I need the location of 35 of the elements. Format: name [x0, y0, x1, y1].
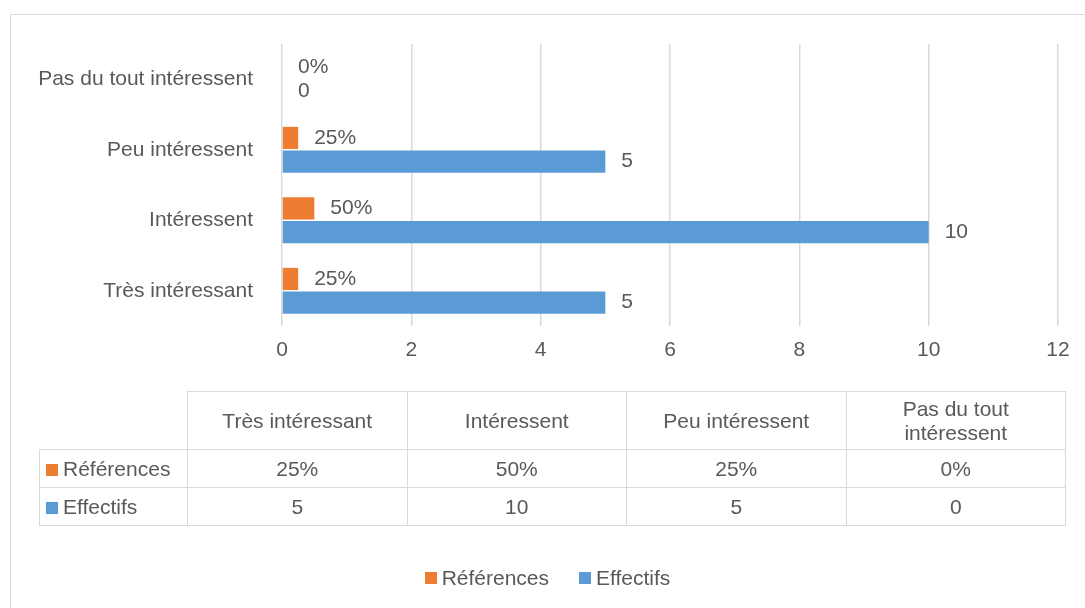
text: 25% [715, 456, 758, 480]
x-tick-label: 0 [276, 337, 288, 361]
text: 0 [949, 494, 962, 518]
legend-label: Effectifs [63, 494, 138, 518]
x-tick-label: 8 [793, 337, 806, 361]
x-tick-label: 4 [534, 337, 547, 361]
text: 50% [495, 456, 538, 480]
data-label: 0% [298, 54, 329, 78]
data-label: 50% [330, 195, 373, 219]
data-label: 25% [314, 265, 357, 289]
category-label: Intéressent [464, 408, 569, 432]
y-tick-label: Très intéressant [103, 277, 254, 301]
data-label: 5 [621, 148, 634, 172]
text: 25% [276, 456, 319, 480]
x-tick-label: 12 [1046, 337, 1070, 361]
text: Effectifs [596, 566, 671, 589]
data-label: 5 [621, 289, 634, 313]
data-label: 25% [314, 124, 357, 148]
y-tick-label: Peu intéressent [107, 136, 254, 160]
text: Références [441, 566, 550, 589]
text: 10 [505, 494, 529, 518]
x-tick-label: 10 [916, 337, 941, 361]
x-tick-label: 6 [664, 337, 676, 361]
text: 5 [730, 494, 743, 518]
y-tick-label: Pas du tout intéressent [38, 66, 254, 90]
y-tick-label: Intéressent [149, 207, 254, 231]
text: 0% [940, 456, 971, 480]
text: 5 [291, 494, 304, 518]
x-tick-label: 2 [405, 337, 418, 361]
legend-label: Références [63, 456, 171, 480]
data-label: 10 [944, 218, 969, 242]
category-label: Peu intéressent [663, 408, 810, 432]
data-label: 0 [298, 77, 310, 101]
category-label: Très intéressant [222, 408, 373, 432]
category-label: Pas du tout intéressent [902, 396, 1009, 444]
